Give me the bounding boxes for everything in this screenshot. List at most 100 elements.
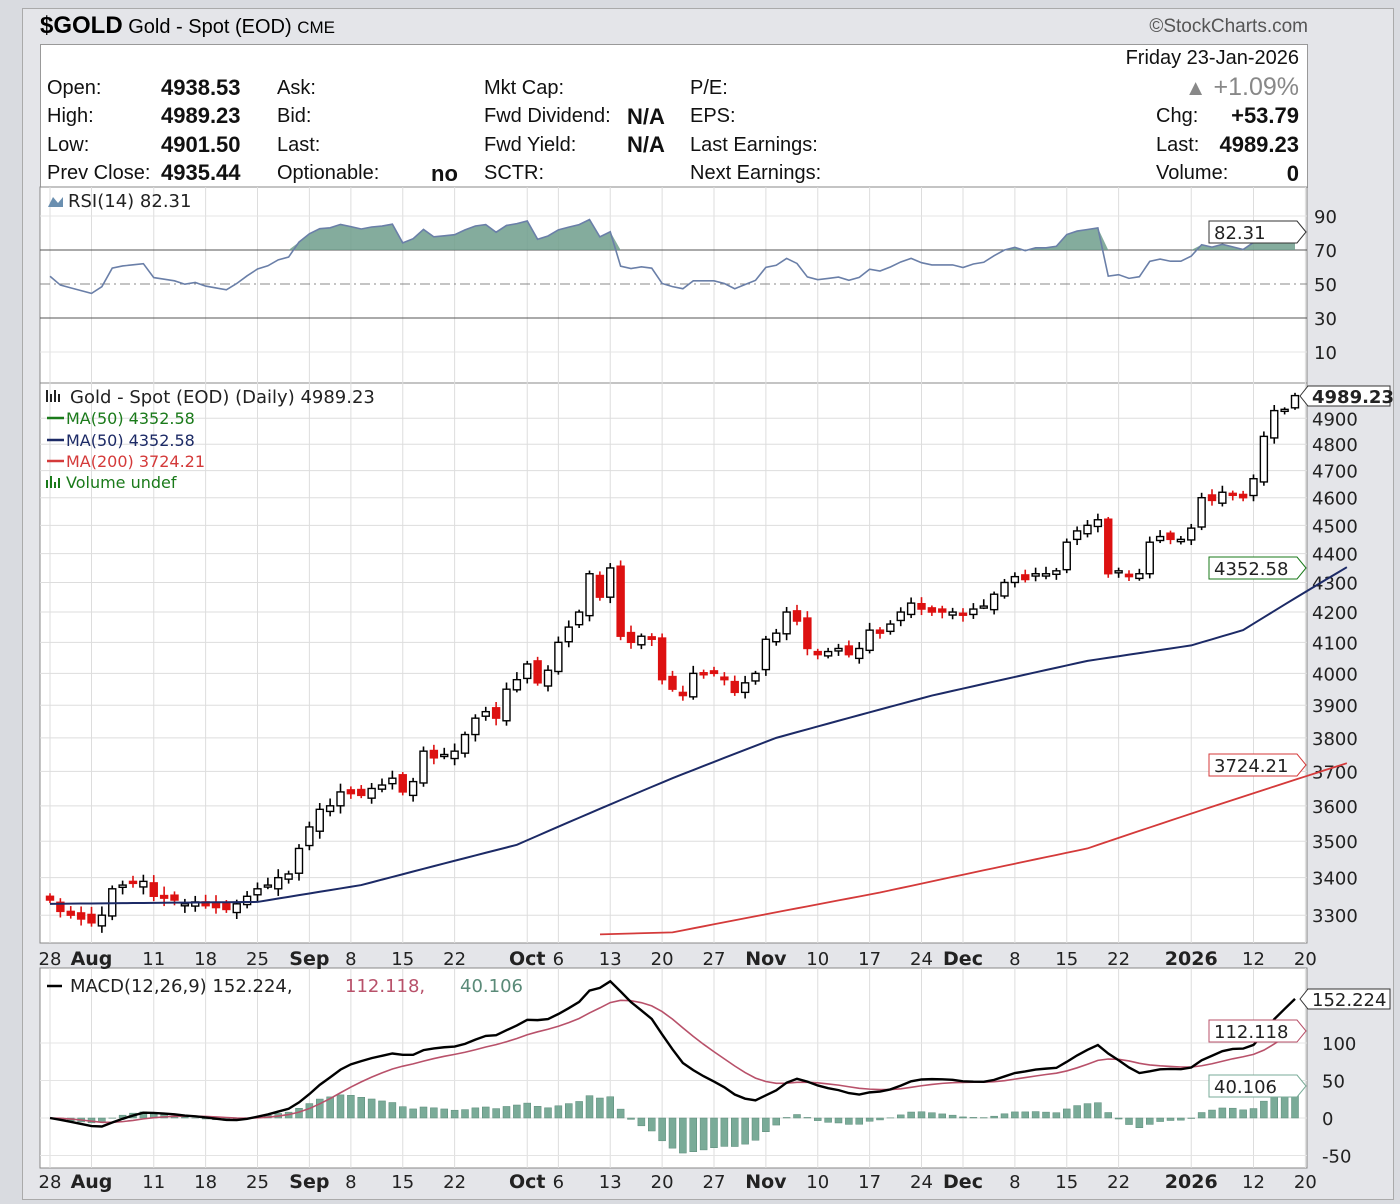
macd-histogram-bar — [305, 1103, 314, 1119]
macd-histogram-bar — [834, 1117, 843, 1124]
candle-body — [1041, 573, 1051, 577]
candle-body — [564, 626, 573, 643]
x-tick-label: Oct — [509, 948, 546, 970]
candle-body — [1145, 541, 1154, 575]
candle-body — [1270, 409, 1279, 439]
x-tick-label: Aug — [71, 1171, 113, 1193]
macd-histogram-bar — [1156, 1117, 1164, 1122]
macd-histogram-bar — [419, 1106, 428, 1119]
ma200-value: 3724.21 — [1214, 756, 1288, 777]
candle-body — [1207, 494, 1217, 502]
candle-body — [325, 805, 335, 813]
price-tick-label: 4600 — [1312, 489, 1358, 510]
candle-body — [969, 608, 978, 616]
macd-histogram-bar — [772, 1117, 780, 1126]
rsi-line — [49, 218, 1296, 295]
hist-value: 40.106 — [1214, 1077, 1277, 1098]
x-tick-label: 8 — [1009, 1172, 1020, 1193]
candle-legend-icon — [46, 390, 60, 402]
x-tick-label: 24 — [910, 949, 933, 970]
macd-legend: MACD(12,26,9) 152.224, — [70, 976, 293, 997]
candle-body — [1166, 532, 1175, 541]
macd-value: 152.224 — [1312, 990, 1386, 1011]
macd-histogram-bar — [1094, 1102, 1102, 1119]
price-tick-label: 3800 — [1312, 729, 1358, 750]
x-tick-label: 2026 — [1165, 948, 1218, 970]
candle-body — [689, 672, 698, 698]
price-tick-label: 3900 — [1312, 696, 1358, 717]
macd-histogram-bar — [1083, 1103, 1092, 1119]
macd-histogram-bar — [1114, 1117, 1123, 1120]
legend-entry: MA(50) 4352.58 — [66, 409, 195, 428]
macd-histogram-bar — [1177, 1117, 1185, 1121]
candle-body — [813, 650, 822, 656]
macd-histogram-bar — [1229, 1107, 1237, 1119]
candle-body — [388, 777, 397, 785]
candle-body — [284, 873, 293, 880]
candle-body — [398, 774, 407, 793]
macd-histogram-bar — [1197, 1112, 1206, 1119]
brand-link[interactable]: ©StockCharts.com — [1149, 16, 1308, 37]
price-tick-label: 3500 — [1312, 832, 1358, 853]
price-tick-label: 4400 — [1312, 545, 1358, 566]
x-tick-label: Sep — [289, 1171, 329, 1193]
macd-histogram-bar — [565, 1103, 573, 1119]
macd-histogram-bar — [897, 1114, 905, 1119]
macd-histogram-bar — [1146, 1117, 1154, 1125]
candle-body — [637, 635, 646, 646]
x-tick-label: 15 — [1055, 949, 1078, 970]
macd-histogram-bar — [741, 1117, 749, 1145]
macd-value-tag — [1299, 988, 1391, 1010]
candle-body — [751, 672, 760, 682]
ma50-line — [49, 566, 1348, 905]
candle-body — [1197, 496, 1206, 528]
ma200-line — [599, 762, 1348, 936]
candle-body — [938, 608, 947, 613]
macd-histogram-bar — [378, 1100, 386, 1119]
candle-body — [232, 903, 241, 914]
price-tick-label: 4000 — [1312, 664, 1358, 685]
candle-body — [523, 663, 532, 680]
rsi-tick-label: 90 — [1314, 207, 1337, 228]
macd-histogram-bar — [948, 1114, 957, 1119]
x-tick-label: 13 — [599, 949, 622, 970]
candle-body — [305, 826, 314, 847]
candle-body — [616, 565, 625, 637]
macd-histogram-bar — [907, 1111, 915, 1119]
x-tick-label: Sep — [289, 948, 329, 970]
up-triangle-icon: ▲ — [1184, 75, 1207, 100]
candle-body — [76, 912, 86, 920]
x-tick-label: 25 — [246, 949, 269, 970]
macd-histogram-bar — [1125, 1117, 1133, 1125]
macd-histogram-bar — [450, 1109, 459, 1119]
price-tick-label: 4300 — [1312, 573, 1358, 594]
price-tick-label: 3400 — [1312, 869, 1358, 890]
candle-body — [471, 717, 480, 736]
candle-body — [823, 650, 833, 657]
candle-body — [678, 691, 688, 697]
volume-icon — [46, 476, 60, 488]
candle-body — [460, 733, 470, 754]
macd-histogram-bar — [1073, 1105, 1081, 1119]
symbol: $GOLD — [40, 12, 123, 39]
candle-body — [180, 903, 190, 907]
candle-body — [989, 593, 999, 611]
candle-body — [803, 617, 812, 650]
macd-signal-legend: 112.118, — [345, 976, 425, 997]
rsi-tick-label: 30 — [1314, 309, 1337, 330]
legend-entry: Volume undef — [66, 473, 177, 492]
macd-histogram-bar — [461, 1109, 469, 1119]
quote-date: Friday 23-Jan-2026 — [1125, 47, 1299, 69]
x-tick-label: 6 — [553, 1172, 564, 1193]
candle-body — [1249, 478, 1258, 497]
macd-histogram-bar — [523, 1102, 531, 1119]
macd-histogram-bar — [720, 1117, 729, 1147]
candle-body — [1114, 570, 1123, 574]
macd-histogram-bar — [1218, 1107, 1227, 1119]
macd-histogram-bar — [616, 1108, 625, 1119]
macd-histogram-bar — [845, 1117, 853, 1125]
candle-body — [730, 680, 739, 694]
macd-histogram-bar — [648, 1117, 656, 1132]
prev-close-value: 4935.44 — [161, 160, 241, 185]
